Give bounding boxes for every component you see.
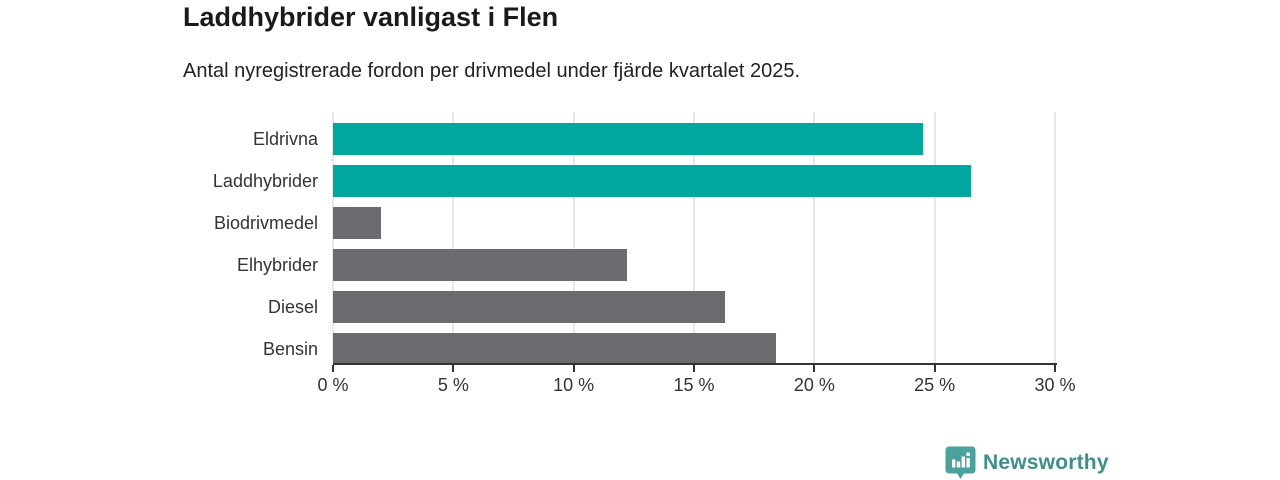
category-label-laddhybrider: Laddhybrider xyxy=(212,170,318,191)
x-tick-label: 25 % xyxy=(914,375,956,395)
gridline xyxy=(933,112,936,364)
bar-row xyxy=(333,286,1055,328)
x-tick-label: 30 % xyxy=(1034,375,1076,395)
gridline xyxy=(572,112,575,364)
x-axis-tick xyxy=(332,365,334,372)
bar-eldrivna xyxy=(333,123,923,155)
category-label-elhybrider: Elhybrider xyxy=(236,254,318,275)
bar-row xyxy=(333,328,1055,370)
x-axis-tick xyxy=(572,365,575,372)
bar-bensin xyxy=(333,333,776,365)
gridline xyxy=(452,112,455,364)
gridline xyxy=(693,112,695,364)
bar-biodrivmedel xyxy=(333,207,382,239)
x-axis-tick xyxy=(933,365,936,372)
bar-row xyxy=(333,118,1055,160)
x-tick-label: 5 % xyxy=(437,375,469,395)
bar-diesel xyxy=(333,291,726,323)
category-label-biodrivmedel: Biodrivmedel xyxy=(213,212,318,233)
bar-row xyxy=(333,244,1055,286)
x-axis: 0 % 5 % 10 % 15 % 20 % 25 % 30 % xyxy=(317,363,1076,403)
bar-elhybrider xyxy=(333,249,627,281)
bar-row xyxy=(333,202,1055,244)
x-tick-label: 15 % xyxy=(673,375,715,395)
logo-text: Newsworthy xyxy=(983,451,1109,474)
category-label-bensin: Bensin xyxy=(262,338,318,359)
x-axis-line xyxy=(333,363,1057,365)
bar-laddhybrider xyxy=(333,165,971,197)
category-label-diesel: Diesel xyxy=(267,296,318,317)
x-axis-tick xyxy=(1054,365,1056,372)
plot-area xyxy=(332,112,1056,365)
x-axis-tick xyxy=(693,365,695,372)
x-tick-label: 10 % xyxy=(553,375,595,395)
chart-subtitle: Antal nyregistrerade fordon per drivmede… xyxy=(183,60,801,82)
x-tick-label: 0 % xyxy=(317,375,349,395)
x-axis-tick xyxy=(813,365,816,372)
newsworthy-logo: Newsworthy xyxy=(945,446,1109,480)
category-label-eldrivna: Eldrivna xyxy=(252,128,318,149)
bar-row xyxy=(333,160,1055,202)
chart-title: Laddhybrider vanligast i Flen xyxy=(183,2,559,32)
gridline xyxy=(813,112,816,364)
bar-chart-speech-bubble-icon xyxy=(945,446,976,480)
gridline xyxy=(1054,112,1056,364)
x-axis-tick xyxy=(452,365,455,372)
x-tick-label: 20 % xyxy=(793,375,835,395)
